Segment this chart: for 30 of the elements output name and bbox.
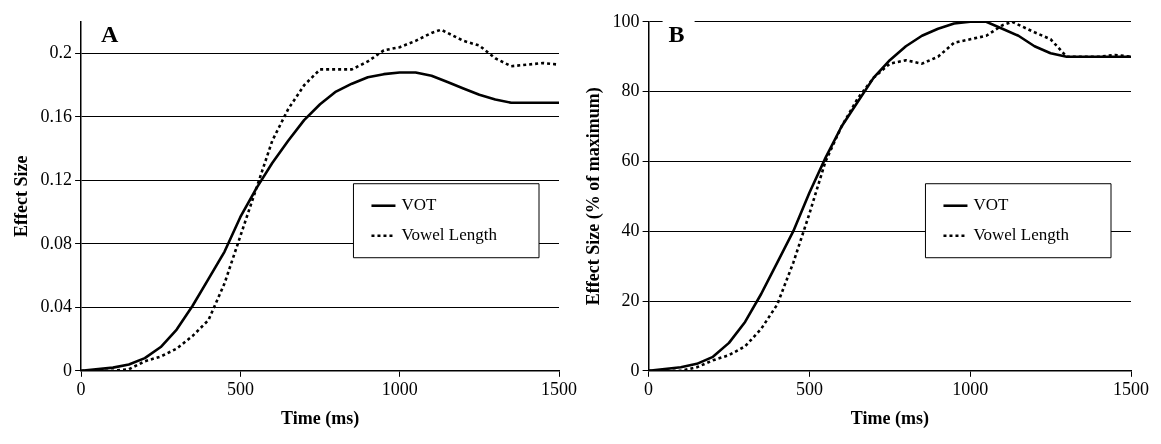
x-tick-label: 500 <box>226 379 254 400</box>
chart-title: A <box>101 21 120 47</box>
legend-label: VOT <box>973 195 1010 215</box>
y-axis-title: Effect Size (% of maximum) <box>583 87 605 306</box>
y-tick-label: 100 <box>612 10 640 31</box>
y-tick-label: 0 <box>630 359 640 380</box>
y-tick-label: 0.12 <box>40 169 73 190</box>
y-tick-label: 0.04 <box>40 296 73 317</box>
x-tick-label: 1500 <box>541 379 577 400</box>
x-tick-label: 0 <box>644 379 654 400</box>
x-axis-title: Time (ms) <box>850 407 929 429</box>
x-tick-label: 1000 <box>381 379 418 400</box>
y-tick-label: 0.08 <box>40 232 73 253</box>
y-tick-label: 60 <box>621 150 640 171</box>
x-axis-title: Time (ms) <box>280 407 360 429</box>
y-tick-label: 80 <box>621 80 640 101</box>
y-tick-label: 0.2 <box>49 42 73 63</box>
y-axis-title: Effect Size <box>11 155 32 238</box>
y-tick-label: 0.16 <box>40 105 73 126</box>
x-tick-label: 500 <box>795 379 823 400</box>
y-tick-label: 0 <box>63 359 73 380</box>
x-tick-label: 0 <box>76 379 86 400</box>
legend-label: VOT <box>401 195 438 215</box>
legend-label: Vowel Length <box>401 225 498 245</box>
chart-title: B <box>668 21 685 47</box>
x-tick-label: 1000 <box>952 379 989 400</box>
x-tick-label: 1500 <box>1113 379 1149 400</box>
legend-label: Vowel Length <box>973 225 1070 245</box>
y-tick-label: 20 <box>621 289 640 310</box>
y-tick-label: 40 <box>621 219 640 240</box>
